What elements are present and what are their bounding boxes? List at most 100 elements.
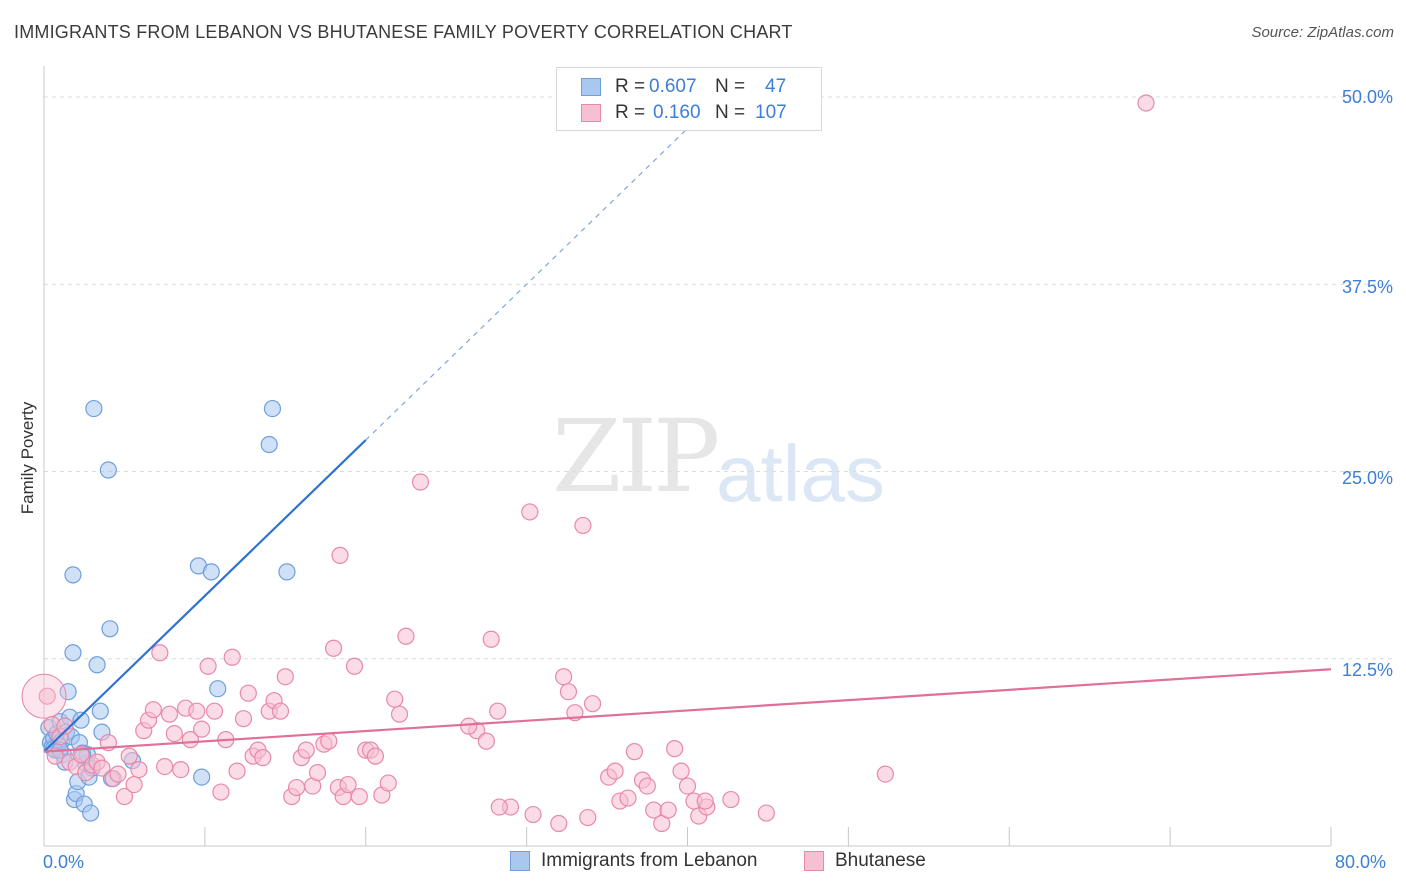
chart-title: IMMIGRANTS FROM LEBANON VS BHUTANESE FAM… — [14, 22, 793, 42]
data-point-bhutanese — [324, 639, 343, 657]
trendline-bhutanese — [43, 668, 1332, 753]
data-point-bhutanese — [397, 627, 415, 645]
data-point-bhutanese — [125, 775, 143, 794]
data-point-bhutanese — [579, 808, 597, 827]
data-point-bhutanese — [276, 668, 294, 686]
data-point-bhutanese — [151, 644, 169, 662]
y-tick-label: 50.0% — [1341, 87, 1393, 107]
data-point-bhutanese — [619, 789, 637, 807]
x-axis-max-label: 80.0% — [1335, 852, 1387, 872]
data-point-bhutanese — [120, 747, 138, 765]
data-point-lebanon — [193, 768, 211, 786]
legend-label: Immigrants from Lebanon — [541, 850, 758, 871]
data-point-bhutanese — [239, 684, 257, 702]
data-point-bhutanese — [93, 759, 111, 777]
data-point-bhutanese — [271, 702, 290, 720]
legend-item-lebanon[interactable]: Immigrants from Lebanon — [510, 850, 758, 872]
data-point-lebanon — [85, 399, 103, 418]
legend-swatch-pink — [581, 104, 601, 122]
n-label: N = — [715, 102, 746, 123]
data-point-bhutanese — [345, 657, 364, 675]
data-point-lebanon — [260, 435, 278, 454]
legend-swatch-pink — [804, 851, 824, 871]
data-point-bhutanese — [160, 705, 179, 723]
legend-row-lebanon: R = 0.607 N = 47 — [581, 75, 786, 99]
data-point-bhutanese — [212, 783, 230, 801]
data-point-bhutanese — [320, 732, 338, 750]
correlation-legend: R = 0.607 N = 47 R = 0.160 N = 107 — [556, 67, 822, 131]
r-label: R = — [615, 102, 646, 123]
data-point-bhutanese — [460, 717, 478, 735]
data-point-lebanon — [101, 620, 119, 638]
y-tick-label: 12.5% — [1341, 660, 1393, 680]
data-point-bhutanese — [1137, 94, 1155, 112]
data-point-bhutanese — [331, 546, 349, 564]
data-point-bhutanese — [559, 683, 578, 701]
data-point-bhutanese — [287, 778, 306, 797]
data-point-bhutanese — [482, 630, 500, 648]
n-label: N = — [715, 76, 746, 97]
data-point-bhutanese — [659, 801, 677, 819]
data-point-bhutanese — [188, 702, 206, 720]
y-tick-label: 37.5% — [1341, 277, 1393, 297]
data-point-bhutanese — [678, 777, 697, 795]
y-axis-label: Family Poverty — [18, 401, 37, 515]
data-point-lebanon — [64, 644, 82, 662]
data-point-bhutanese — [666, 740, 684, 758]
data-point-bhutanese — [165, 725, 183, 743]
y-tick-label: 25.0% — [1341, 468, 1393, 488]
data-point-bhutanese — [477, 732, 496, 750]
series-legend: Immigrants from Lebanon Bhutanese — [0, 850, 1406, 878]
data-point-bhutanese — [390, 705, 409, 723]
watermark-zip: ZIP — [552, 398, 720, 515]
data-point-bhutanese — [144, 701, 162, 719]
data-point-bhutanese — [339, 775, 357, 794]
x-axis-min-label: 0.0% — [43, 852, 85, 872]
data-point-lebanon — [99, 461, 117, 479]
data-point-bhutanese — [109, 765, 127, 783]
data-point-bhutanese — [199, 657, 217, 675]
data-point-bhutanese — [696, 792, 714, 810]
data-point-bhutanese — [606, 762, 624, 780]
r-value: 0.160 — [653, 102, 701, 123]
data-point-lebanon — [72, 711, 90, 729]
data-point-lebanon — [88, 656, 106, 674]
data-point-bhutanese — [350, 787, 368, 806]
r-value: 0.607 — [649, 76, 697, 97]
data-point-bhutanese — [411, 473, 430, 491]
watermark-atlas: atlas — [716, 429, 885, 518]
data-point-lebanon — [209, 680, 227, 698]
data-point-bhutanese — [583, 695, 602, 713]
data-point-bhutanese — [524, 805, 542, 824]
data-point-bhutanese — [722, 790, 740, 809]
data-point-bhutanese — [379, 774, 397, 792]
data-point-bhutanese — [489, 702, 507, 720]
data-point-bhutanese — [38, 687, 56, 705]
data-point-bhutanese — [181, 731, 199, 749]
data-point-bhutanese — [672, 762, 690, 780]
data-point-lebanon — [278, 563, 296, 581]
source-label[interactable]: Source: ZipAtlas.com — [1251, 24, 1394, 41]
legend-row-bhutanese: R = 0.160 N = 107 — [581, 101, 787, 125]
data-point-bhutanese — [115, 787, 134, 806]
data-point-bhutanese — [366, 747, 385, 765]
data-point-bhutanese — [625, 743, 644, 761]
data-point-bhutanese — [172, 761, 190, 779]
n-value: 47 — [765, 76, 787, 97]
data-point-bhutanese — [490, 798, 508, 816]
data-point-bhutanese — [550, 814, 568, 833]
data-point-bhutanese — [130, 761, 148, 779]
data-point-lebanon — [202, 563, 220, 581]
data-point-bhutanese — [223, 648, 241, 666]
legend-swatch-blue — [581, 78, 601, 96]
data-point-bhutanese — [254, 749, 272, 767]
data-point-bhutanese — [56, 717, 74, 735]
data-point-bhutanese — [521, 503, 539, 521]
data-point-bhutanese — [386, 690, 404, 708]
data-point-lebanon — [91, 702, 109, 720]
data-point-lebanon — [263, 399, 282, 418]
legend-item-bhutanese[interactable]: Bhutanese — [804, 850, 926, 872]
data-point-bhutanese — [308, 763, 327, 782]
data-point-bhutanese — [234, 710, 253, 728]
